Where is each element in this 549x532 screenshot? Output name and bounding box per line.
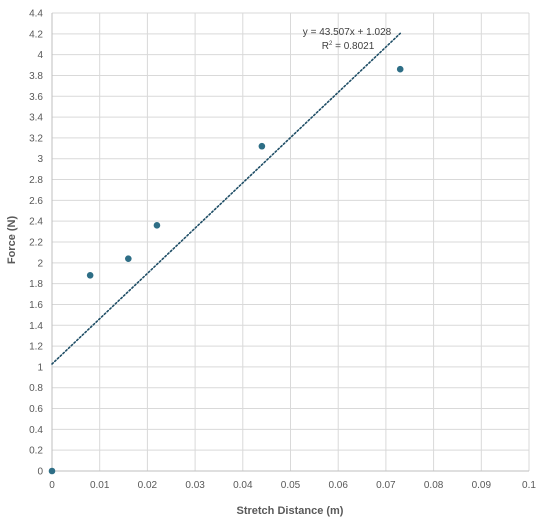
y-tick-label: 0.6: [29, 404, 43, 415]
x-tick-label: 0.01: [90, 480, 110, 491]
y-tick-label: 4.4: [29, 9, 43, 20]
x-axis-tick-labels: 0 0.01 0.02 0.03 0.04 0.05 0.06 0.07 0.08 0.09 0.1: [49, 480, 536, 491]
y-tick-label: 3: [37, 154, 43, 165]
data-point: [48, 467, 56, 475]
x-tick-label: 0.05: [281, 480, 301, 491]
x-tick-label: 0.09: [472, 480, 492, 491]
y-tick-label: 1.2: [29, 342, 43, 353]
x-tick-label: 0: [49, 480, 55, 491]
data-point: [153, 222, 161, 229]
x-tick-label: 0.08: [424, 480, 444, 491]
y-tick-label: 1.8: [29, 279, 43, 290]
trendline-r-squared: R2 = 0.8021: [322, 41, 375, 52]
y-tick-label: 1.4: [29, 321, 43, 332]
trendline-equation: y = 43.507x + 1.028: [303, 27, 392, 38]
trendline-group: [51, 32, 402, 365]
axes: [51, 13, 529, 472]
y-axis-title: Force (N): [6, 216, 18, 265]
r-squared-value: = 0.8021: [332, 41, 374, 52]
gridlines: [52, 12, 530, 471]
y-tick-label: 3.2: [29, 133, 43, 144]
y-tick-label: 4.2: [29, 29, 43, 40]
x-tick-label: 0.07: [376, 480, 396, 491]
y-tick-label: 3.4: [29, 113, 43, 124]
data-point: [396, 65, 404, 73]
r-squared-symbol: R: [322, 41, 329, 52]
linear-trendline: [51, 32, 402, 365]
y-tick-label: 3.6: [29, 92, 43, 103]
x-tick-label: 0.06: [328, 480, 348, 491]
y-tick-label: 1: [37, 362, 43, 373]
data-point: [86, 272, 94, 279]
x-tick-label: 0.02: [138, 480, 158, 491]
x-tick-label: 0.1: [522, 480, 536, 491]
y-tick-label: 2.4: [29, 217, 43, 228]
data-point: [125, 255, 132, 262]
y-axis-tick-labels: 0 0.2 0.4 0.6 0.8 1 1.2 1.4 1.6 1.8 2 2.2 2.4 2.6 2.8 3…: [29, 9, 43, 478]
x-axis-title: Stretch Distance (m): [237, 505, 344, 517]
y-tick-label: 2.6: [29, 196, 43, 207]
y-tick-label: 0: [37, 467, 43, 478]
y-tick-label: 1.6: [29, 300, 43, 311]
y-tick-label: 2: [37, 258, 43, 269]
y-tick-label: 3.8: [29, 71, 43, 82]
x-tick-label: 0.04: [233, 480, 253, 491]
x-tick-label: 0.03: [185, 480, 205, 491]
data-points: [48, 65, 404, 475]
data-point: [258, 142, 266, 150]
y-tick-label: 0.4: [29, 425, 43, 436]
y-tick-label: 2.8: [29, 175, 43, 186]
y-tick-label: 0.8: [29, 383, 43, 394]
r-squared-exponent: 2: [329, 41, 333, 47]
y-tick-label: 0.2: [29, 446, 43, 457]
y-tick-label: 4: [37, 50, 43, 61]
y-tick-label: 2.2: [29, 238, 43, 249]
